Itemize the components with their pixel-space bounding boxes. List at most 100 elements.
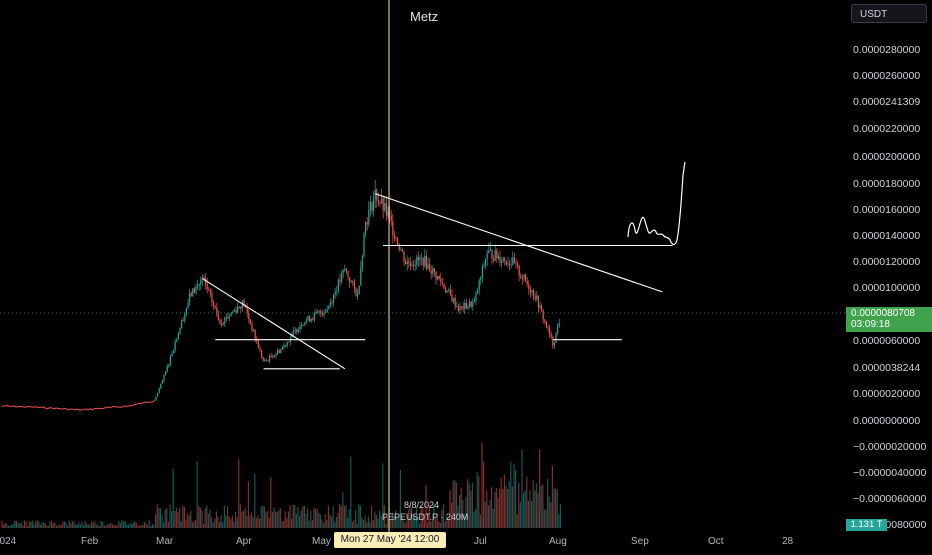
volume-bar bbox=[75, 524, 77, 528]
volume-bar bbox=[153, 524, 155, 528]
candle-body bbox=[491, 249, 493, 259]
symbol-label: PEPEUSDT.P · 240M bbox=[382, 512, 469, 522]
candle-body bbox=[353, 281, 355, 288]
volume-bar bbox=[132, 522, 134, 528]
volume-bar bbox=[297, 507, 299, 528]
candle-body bbox=[173, 349, 175, 354]
volume-bar bbox=[391, 512, 393, 528]
volume-bar bbox=[185, 520, 187, 528]
volume-bar bbox=[54, 522, 56, 528]
volume-bar bbox=[57, 524, 59, 528]
volume-bar bbox=[548, 496, 550, 528]
candle-body bbox=[419, 258, 421, 260]
candle-body bbox=[541, 305, 543, 311]
volume-bar bbox=[55, 525, 57, 528]
volume-bar bbox=[238, 459, 240, 528]
volume-bar bbox=[414, 516, 416, 528]
candle-body bbox=[417, 256, 419, 260]
candle-body bbox=[518, 265, 520, 276]
candle-body bbox=[507, 263, 509, 265]
trendline[interactable] bbox=[375, 193, 663, 293]
volume-bar bbox=[62, 521, 64, 528]
candle-body bbox=[233, 310, 235, 312]
candle-body bbox=[493, 258, 495, 261]
volume-bar bbox=[521, 449, 523, 528]
candle-body bbox=[368, 209, 370, 225]
volume-bar bbox=[379, 510, 381, 528]
volume-bar bbox=[199, 507, 201, 528]
volume-bar bbox=[233, 521, 235, 528]
candle-body bbox=[475, 293, 477, 301]
volume-bar bbox=[239, 504, 241, 528]
volume-bar bbox=[558, 514, 560, 528]
candle-body bbox=[377, 200, 379, 203]
candle-body bbox=[392, 220, 394, 235]
volume-bar bbox=[443, 504, 445, 528]
candle-body bbox=[155, 396, 157, 401]
candle-body bbox=[317, 311, 319, 313]
volume-bar bbox=[148, 520, 150, 528]
volume-bar bbox=[497, 497, 499, 528]
volume-bar bbox=[315, 508, 317, 528]
y-tick-label: 0.0000180000 bbox=[853, 178, 920, 190]
volume-bar bbox=[478, 476, 480, 528]
volume-bar bbox=[89, 524, 91, 528]
volume-bar bbox=[467, 479, 469, 528]
candle-body bbox=[457, 306, 459, 311]
candle-body bbox=[225, 317, 227, 319]
volume-bar bbox=[126, 524, 128, 528]
volume-bar bbox=[97, 524, 99, 528]
volume-bar bbox=[511, 486, 513, 528]
y-tick-label: −0.0000060000 bbox=[853, 493, 926, 505]
volume-bar bbox=[142, 524, 144, 528]
freehand-drawing[interactable] bbox=[627, 161, 686, 246]
volume-bar bbox=[473, 511, 475, 528]
candle-body bbox=[323, 312, 325, 315]
volume-bar bbox=[103, 525, 105, 528]
volume-bar bbox=[230, 518, 232, 528]
volume-bar bbox=[12, 523, 14, 528]
volume-bar bbox=[161, 514, 163, 528]
volume-bar bbox=[537, 492, 539, 528]
candle-body bbox=[179, 328, 181, 334]
volume-bar bbox=[46, 525, 48, 528]
volume-bar bbox=[279, 508, 281, 528]
volume-bar bbox=[323, 523, 325, 528]
candle-body bbox=[430, 270, 432, 274]
volume-bar bbox=[451, 502, 453, 528]
volume-bar bbox=[179, 507, 181, 528]
volume-bar bbox=[115, 524, 117, 528]
volume-bar bbox=[444, 521, 446, 528]
crosshair-date-label: Mon 27 May '24 12:00 bbox=[334, 532, 446, 548]
candle-body bbox=[401, 249, 403, 252]
currency-button[interactable]: USDT bbox=[851, 4, 927, 23]
volume-bar bbox=[398, 516, 400, 528]
volume-bar bbox=[303, 505, 305, 528]
candle-body bbox=[217, 313, 219, 321]
candle-body bbox=[414, 264, 416, 266]
x-tick-label: Aug bbox=[549, 536, 567, 547]
volume-bar bbox=[212, 522, 214, 528]
volume-bar bbox=[428, 505, 430, 528]
candle-body bbox=[283, 345, 285, 348]
candle-body bbox=[249, 319, 251, 325]
candle-body bbox=[168, 364, 170, 367]
candle-body bbox=[185, 307, 187, 313]
candle-body bbox=[545, 321, 547, 328]
y-tick-label: 0.0000280000 bbox=[853, 44, 920, 56]
trendline[interactable] bbox=[202, 278, 346, 370]
candle-body bbox=[230, 312, 232, 316]
volume-bar bbox=[476, 471, 478, 528]
volume-bar bbox=[486, 490, 488, 528]
candle-body bbox=[385, 203, 387, 216]
volume-bar bbox=[150, 525, 152, 528]
candle-body bbox=[438, 276, 440, 279]
candle-body bbox=[525, 274, 527, 282]
volume-bar bbox=[462, 500, 464, 528]
volume-bar bbox=[446, 515, 448, 528]
volume-bar bbox=[259, 518, 261, 528]
volume-bar bbox=[246, 515, 248, 528]
volume-bar bbox=[380, 515, 382, 528]
